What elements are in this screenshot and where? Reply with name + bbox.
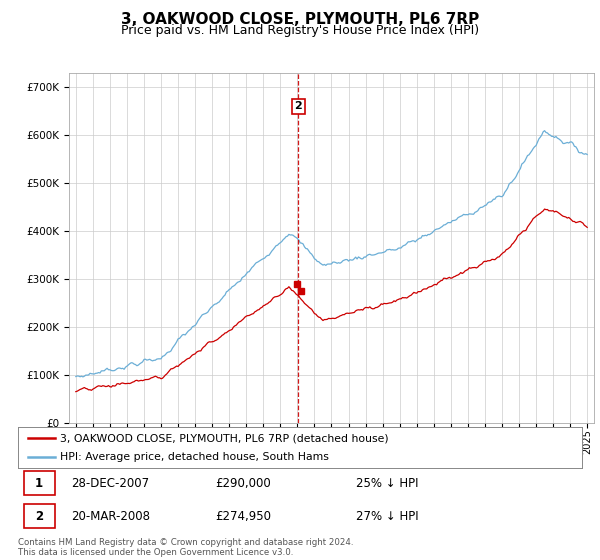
FancyBboxPatch shape (23, 471, 55, 495)
Text: 1: 1 (35, 477, 43, 489)
FancyBboxPatch shape (23, 505, 55, 528)
Text: Contains HM Land Registry data © Crown copyright and database right 2024.: Contains HM Land Registry data © Crown c… (18, 538, 353, 547)
Text: 27% ↓ HPI: 27% ↓ HPI (356, 510, 419, 523)
Text: £274,950: £274,950 (215, 510, 271, 523)
Text: £290,000: £290,000 (215, 477, 271, 489)
Text: 2: 2 (35, 510, 43, 523)
Text: 28-DEC-2007: 28-DEC-2007 (71, 477, 150, 489)
Text: 20-MAR-2008: 20-MAR-2008 (71, 510, 151, 523)
Text: 25% ↓ HPI: 25% ↓ HPI (356, 477, 419, 489)
Text: HPI: Average price, detached house, South Hams: HPI: Average price, detached house, Sout… (60, 452, 329, 461)
Text: 3, OAKWOOD CLOSE, PLYMOUTH, PL6 7RP: 3, OAKWOOD CLOSE, PLYMOUTH, PL6 7RP (121, 12, 479, 27)
Text: Price paid vs. HM Land Registry's House Price Index (HPI): Price paid vs. HM Land Registry's House … (121, 24, 479, 36)
Text: 2: 2 (295, 101, 302, 111)
Text: This data is licensed under the Open Government Licence v3.0.: This data is licensed under the Open Gov… (18, 548, 293, 557)
Text: 3, OAKWOOD CLOSE, PLYMOUTH, PL6 7RP (detached house): 3, OAKWOOD CLOSE, PLYMOUTH, PL6 7RP (det… (60, 433, 389, 443)
